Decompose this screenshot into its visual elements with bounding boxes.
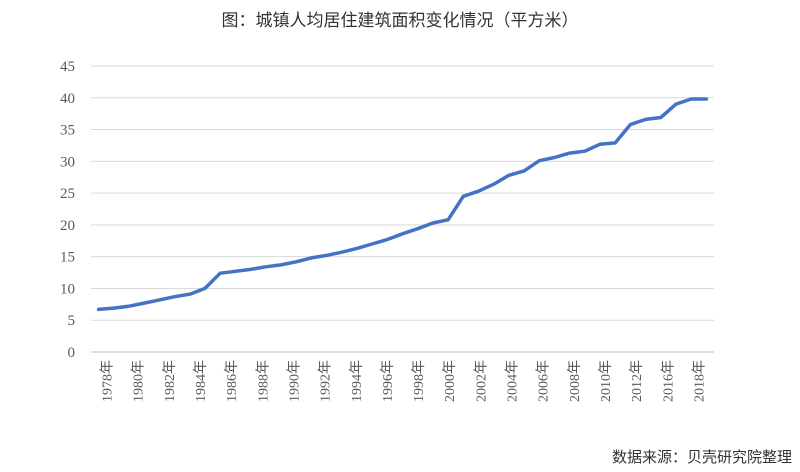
y-axis-ticks: 0 5 10 15 20 25 30 35 40 45: [60, 59, 75, 361]
y-tick-label: 25: [60, 186, 75, 202]
y-tick-label: 5: [68, 313, 76, 329]
y-tick-label: 40: [60, 91, 75, 107]
x-tick-label: 1994年: [349, 360, 365, 402]
x-tick-label: 2002年: [473, 360, 489, 402]
y-tick-label: 45: [60, 59, 75, 75]
x-tick-label: 2000年: [442, 360, 458, 402]
x-axis-ticks: 1978年 1980年 1982年 1984年 1986年 1988年 1990年 1992年…: [100, 360, 708, 402]
x-tick-label: 2012年: [629, 360, 645, 402]
x-tick-label: 2010年: [598, 360, 614, 402]
x-tick-label: 1982年: [162, 360, 178, 402]
y-tick-label: 30: [60, 154, 75, 170]
x-tick-label: 1978年: [100, 360, 116, 402]
x-tick-label: 2016年: [660, 360, 676, 402]
x-tick-label: 1998年: [411, 360, 427, 402]
chart-title: 图：城镇人均居住建筑面积变化情况（平方米）: [222, 11, 579, 31]
x-tick-label: 2018年: [691, 360, 707, 402]
series-line: [96, 97, 709, 312]
x-tick-label: 1992年: [318, 360, 334, 402]
x-tick-label: 1988年: [255, 360, 271, 402]
x-tick-label: 1990年: [286, 360, 302, 402]
y-tick-label: 35: [60, 123, 75, 139]
series-line-group: [96, 97, 709, 312]
y-tick-label: 15: [60, 250, 75, 266]
x-tick-label: 1980年: [131, 360, 147, 402]
x-tick-label: 2008年: [567, 360, 583, 402]
x-tick-label: 2004年: [505, 360, 521, 402]
x-tick-label: 1996年: [380, 360, 396, 402]
y-tick-label: 20: [60, 218, 75, 234]
y-tick-label: 10: [60, 281, 75, 297]
x-tick-label: 1984年: [193, 360, 209, 402]
source-note: 数据来源：贝壳研究院整理: [612, 448, 792, 466]
x-tick-label: 2006年: [536, 360, 552, 402]
y-tick-label: 0: [68, 345, 76, 361]
gridlines: [91, 65, 714, 321]
x-tick-label: 1986年: [224, 360, 240, 402]
